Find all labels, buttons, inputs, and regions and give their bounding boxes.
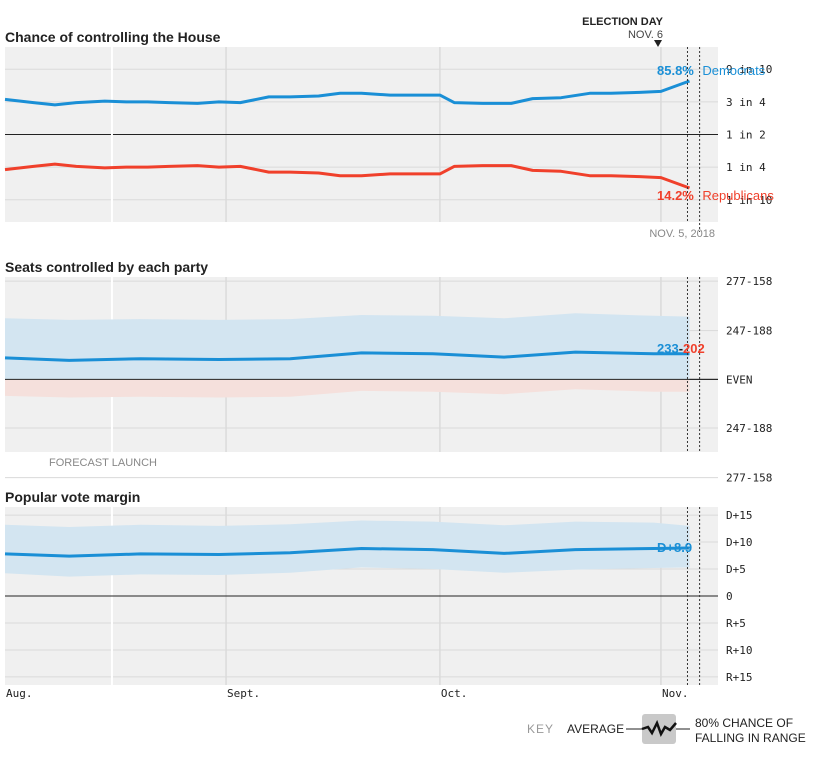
range-band-rep [5, 379, 690, 398]
x-tick-label: Aug. [6, 687, 33, 700]
y-tick-label: 9 in 10 [726, 63, 772, 76]
key-average-label: AVERAGE [567, 722, 624, 736]
y-tick-label: R+15 [726, 671, 753, 684]
vote-margin-end-label: D+8.9 [657, 540, 692, 555]
chart-title-vote: Popular vote margin [5, 489, 140, 505]
key-label: KEY [527, 722, 554, 736]
x-tick-label: Oct. [441, 687, 468, 700]
average-line [4, 350, 690, 362]
x-tick-label: Sept. [227, 687, 260, 700]
y-tick-label: D+10 [726, 536, 753, 549]
forecast-launch-label: FORECAST LAUNCH [49, 457, 157, 469]
election-day-label: ELECTION DAY [582, 16, 664, 28]
average-line [4, 546, 690, 558]
rep-chance-value: 14.2% [657, 188, 694, 203]
dem-series-name: Democrats [702, 63, 765, 78]
seats-dem-value: 233 [657, 341, 679, 356]
y-tick-label: 247-188 [726, 422, 772, 435]
seats-rep-value: 202 [683, 341, 705, 356]
y-tick-label: D+5 [726, 563, 746, 576]
y-tick-label: 247-188 [726, 325, 772, 338]
chart-marks: 9 in 10 3 in 4 1 in 2 1 in 4 1 in 10 277-158 2… [4, 47, 772, 700]
y-tick-label: D+15 [726, 509, 753, 522]
election-day-marker-icon [654, 40, 662, 47]
seats-separator: - [679, 341, 683, 356]
key-range-line2: FALLING IN RANGE [695, 731, 806, 745]
y-tick-label: 3 in 4 [726, 96, 766, 109]
rep-chance-label: 14.2% Republicans [657, 187, 774, 204]
y-tick-label: EVEN [726, 373, 753, 386]
rep-series-name: Republicans [702, 188, 774, 203]
key-swatch-icon [626, 714, 690, 744]
y-tick-label: 277-158 [726, 472, 772, 485]
chart-title-seats: Seats controlled by each party [5, 259, 208, 275]
range-band-dem [5, 313, 690, 380]
dem-chance-value: 85.8% [657, 63, 694, 78]
dem-chance-label: 85.8% Democrats [657, 62, 766, 79]
forecast-date-label: NOV. 5, 2018 [649, 228, 715, 240]
y-tick-label: R+10 [726, 644, 753, 657]
y-tick-label: 0 [726, 590, 733, 603]
key-range-line1: 80% CHANCE OF [695, 716, 793, 730]
election-day-date: NOV. 6 [628, 29, 663, 41]
series-line-republicans [4, 162, 691, 190]
y-tick-label: 1 in 10 [726, 194, 772, 207]
y-tick-label: 1 in 4 [726, 161, 766, 174]
y-tick-label: 1 in 2 [726, 129, 766, 142]
y-tick-label: 277-158 [726, 275, 772, 288]
chart-title-control: Chance of controlling the House [5, 29, 221, 45]
series-line-democrats [4, 79, 691, 107]
x-tick-label: Nov. [662, 687, 689, 700]
y-tick-label: R+5 [726, 617, 746, 630]
seats-end-label: 233-202 [657, 341, 705, 356]
